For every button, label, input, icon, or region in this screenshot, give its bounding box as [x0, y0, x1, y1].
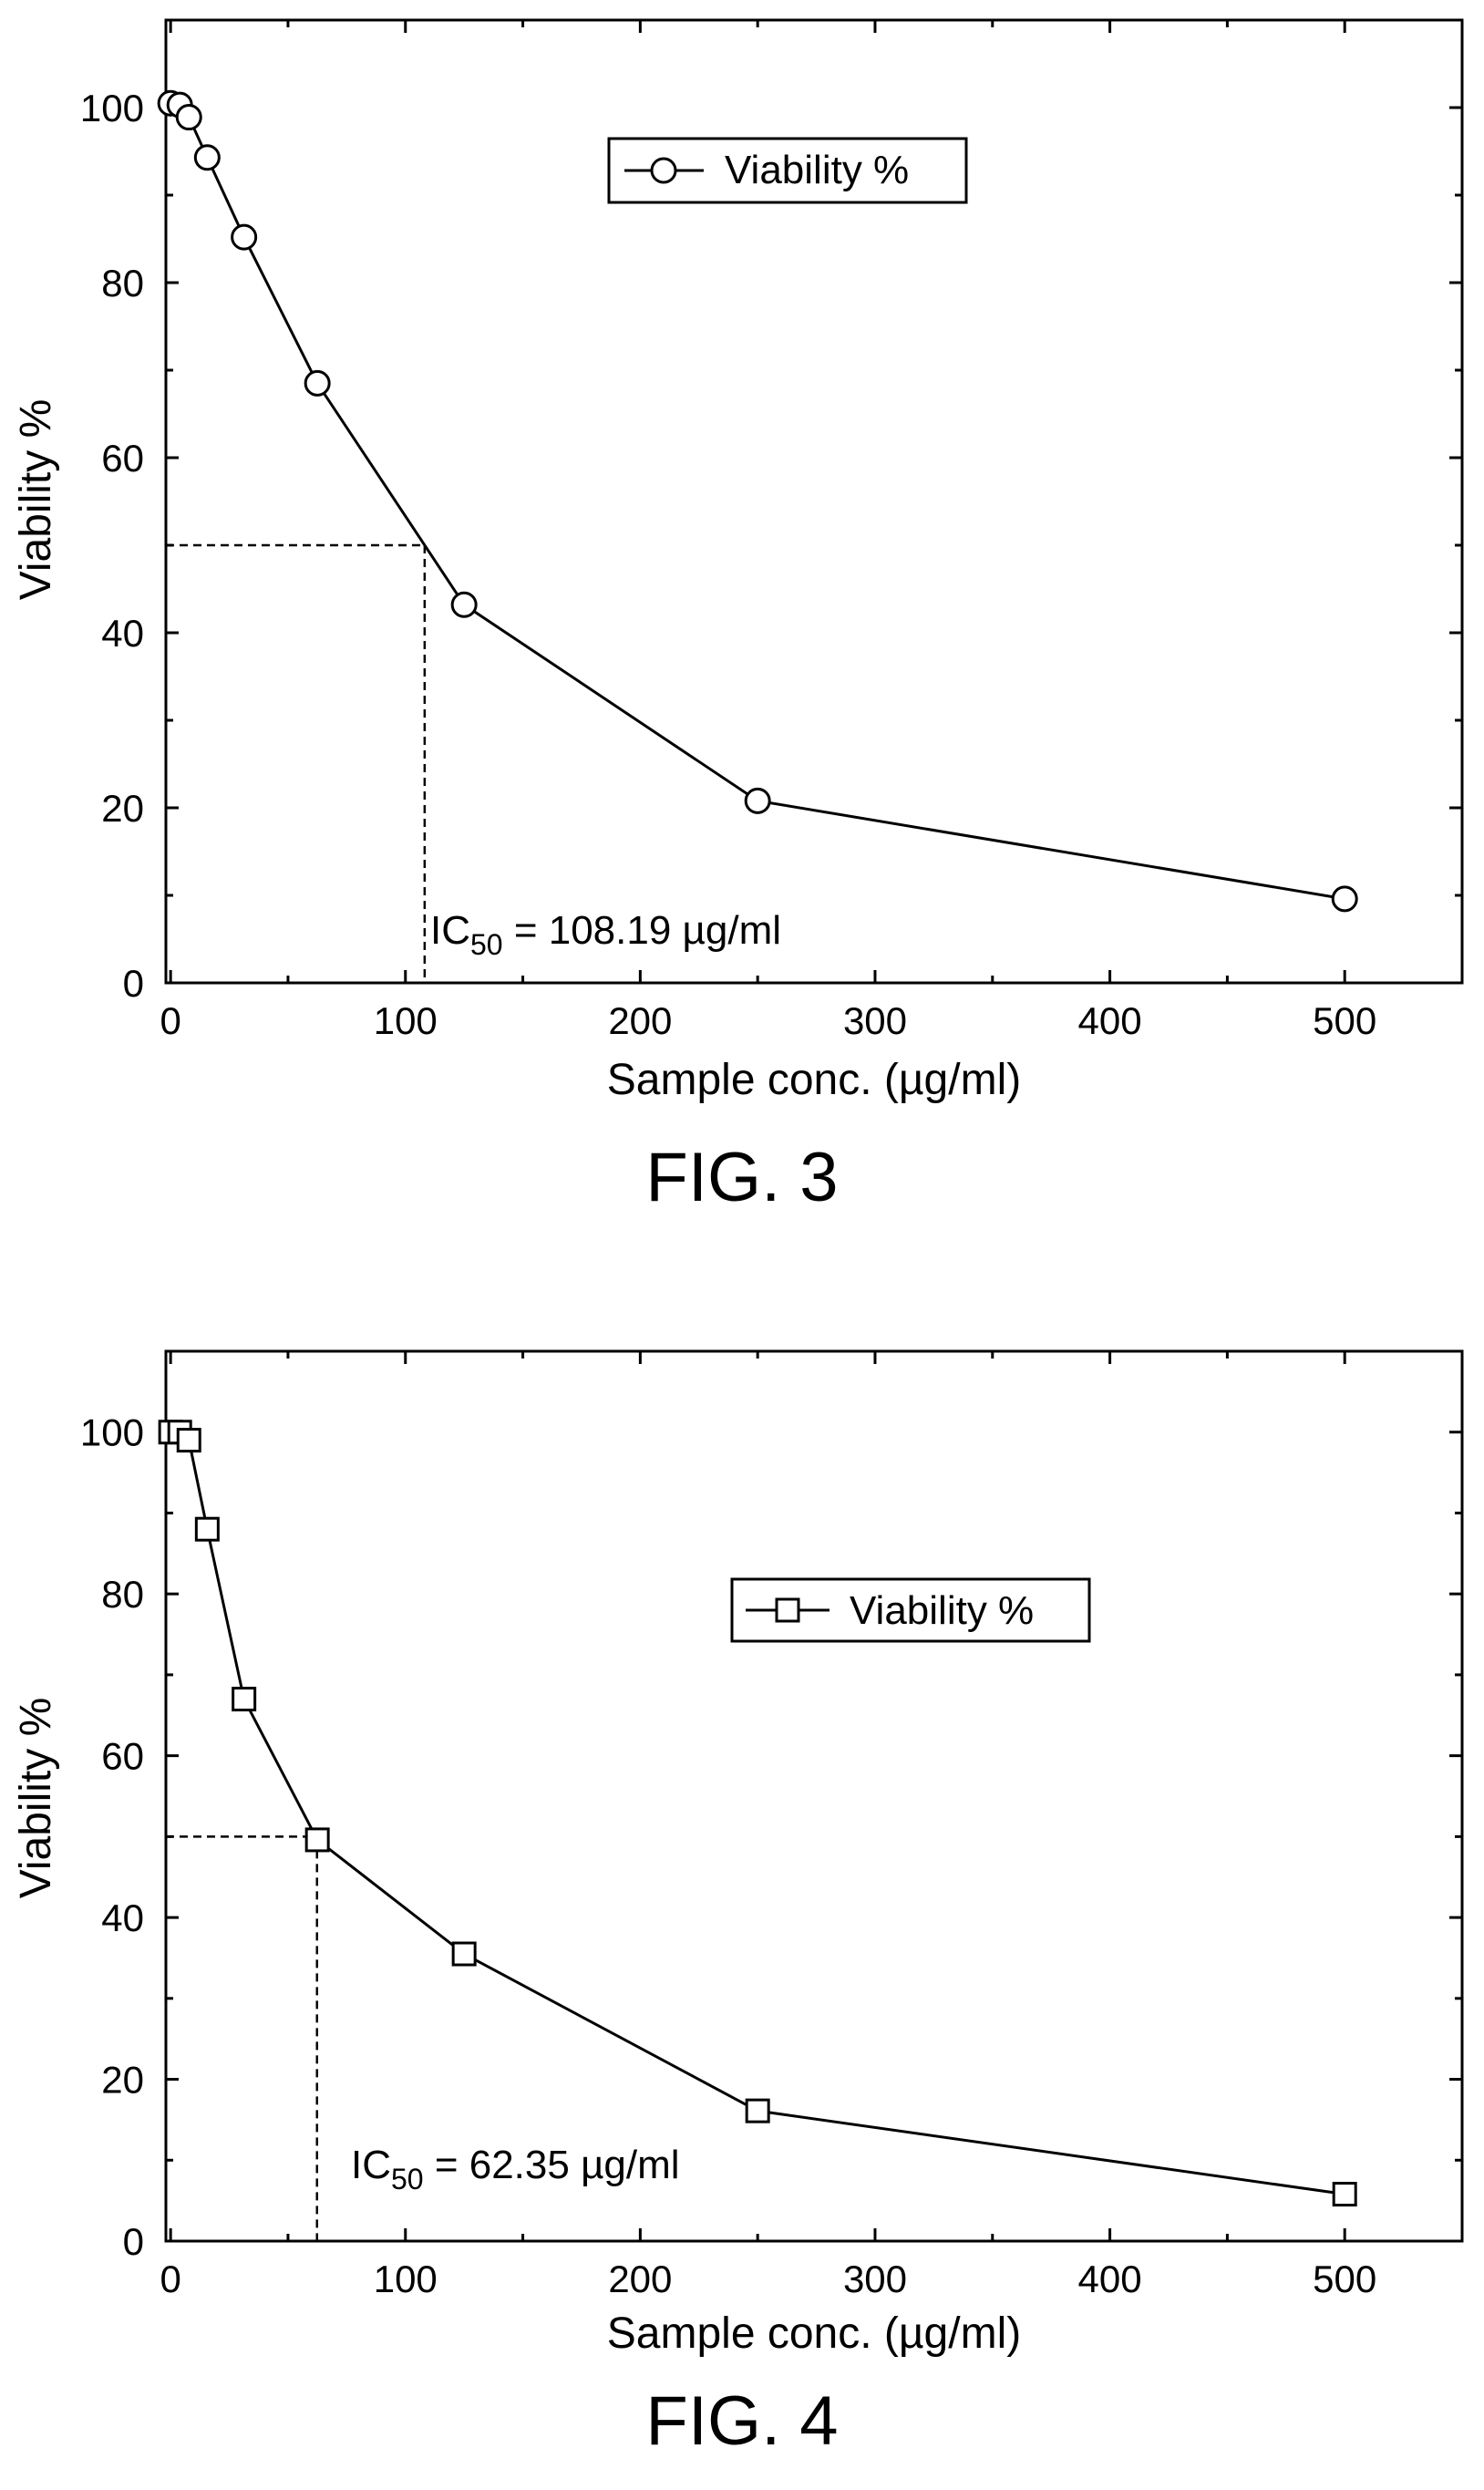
ic50-annotation: IC50 = 108.19 µg/ml: [430, 908, 781, 961]
data-point-circle: [450, 591, 478, 618]
series-polyline: [170, 101, 1345, 901]
figure-caption-fig3: FIG. 3: [645, 1139, 839, 1216]
series-polyline: [170, 1431, 1345, 2196]
x-tick-label: 400: [1078, 2258, 1142, 2300]
x-tick-label: 400: [1078, 999, 1142, 1042]
ic50-subscript: 50: [391, 2163, 424, 2196]
y-axis-label: Viability %: [12, 1698, 60, 1899]
figure-caption-fig4: FIG. 4: [645, 2382, 839, 2460]
y-tick-label: 60: [101, 437, 144, 480]
y-tick-label: 40: [101, 1896, 144, 1939]
x-tick-label: 200: [608, 2258, 672, 2300]
ic50-value: = 108.19 µg/ml: [503, 908, 781, 953]
y-tick-label: 0: [123, 962, 144, 1005]
legend-label: Viability %: [850, 1588, 1034, 1633]
ic50-prefix: IC: [351, 2143, 391, 2187]
data-point-square: [745, 2098, 770, 2123]
y-tick-labels: 0 20 40 60 80 100: [80, 1411, 144, 2263]
ic50-subscript: 50: [470, 928, 503, 961]
x-tick-label: 100: [374, 999, 438, 1042]
data-points: [158, 1420, 1357, 2207]
legend: Viability %: [607, 137, 968, 204]
x-axis-label: Sample conc. (µg/ml): [607, 2309, 1021, 2358]
data-points: [157, 89, 1358, 913]
axis-ticks: [166, 1349, 1464, 2243]
y-tick-label: 100: [80, 87, 144, 129]
x-axis-label: Sample conc. (µg/ml): [607, 1056, 1021, 1104]
y-tick-label: 0: [123, 2220, 144, 2263]
legend: Viability %: [730, 1577, 1091, 1643]
series-line: [170, 101, 1345, 901]
y-axis-label: Viability %: [12, 399, 60, 601]
x-tick-label: 0: [160, 999, 180, 1042]
data-point-circle: [231, 223, 258, 251]
data-point-circle: [175, 104, 202, 131]
data-point-circle: [744, 787, 771, 814]
data-point-circle: [1331, 885, 1358, 913]
ic50-value: = 62.35 µg/ml: [424, 2143, 680, 2187]
y-tick-label: 100: [80, 1411, 144, 1454]
series-line: [170, 1431, 1345, 2196]
y-tick-label: 20: [101, 787, 144, 830]
data-point-square: [194, 1516, 220, 1542]
x-tick-label: 200: [608, 999, 672, 1042]
ic50-guide-lines: [166, 543, 427, 983]
x-tick-label: 0: [160, 2258, 180, 2300]
y-tick-labels: 0 20 40 60 80 100: [80, 87, 144, 1005]
ic50-guide-lines: [166, 1835, 319, 2241]
y-tick-label: 20: [101, 2059, 144, 2102]
ic50-prefix: IC: [430, 908, 470, 953]
plot-frame: [164, 18, 1464, 985]
data-point-square: [232, 1687, 257, 1712]
data-point-square: [451, 1941, 477, 1967]
ic50-annotation: IC50 = 62.35 µg/ml: [351, 2143, 680, 2196]
y-tick-label: 40: [101, 612, 144, 655]
data-point-circle: [304, 369, 331, 397]
y-tick-label: 80: [101, 1573, 144, 1616]
x-tick-label: 100: [374, 2258, 438, 2300]
x-tick-labels: 0 100 200 300 400 500: [160, 999, 1376, 1042]
x-tick-label: 300: [843, 999, 907, 1042]
x-tick-label: 300: [843, 2258, 907, 2300]
data-point-square: [304, 1827, 330, 1853]
legend-marker-square: [775, 1597, 800, 1623]
plot-frame: [164, 1349, 1464, 2243]
data-point-square: [176, 1428, 201, 1453]
x-tick-label: 500: [1313, 2258, 1376, 2300]
x-tick-labels: 0 100 200 300 400 500: [160, 2258, 1376, 2300]
viability-chart-fig3: 0 100 200 300 400 500 0 20 40 60 80 100 Viability …: [12, 18, 1464, 1104]
y-tick-label: 80: [101, 262, 144, 305]
y-tick-label: 60: [101, 1735, 144, 1778]
legend-label: Viability %: [725, 148, 909, 192]
x-tick-label: 500: [1313, 999, 1376, 1042]
data-point-square: [1332, 2182, 1357, 2207]
legend-marker-circle: [650, 157, 677, 184]
data-point-circle: [193, 144, 221, 171]
viability-chart-fig4: 0 100 200 300 400 500 0 20 40 60 80 100 Viability …: [12, 1349, 1464, 2358]
